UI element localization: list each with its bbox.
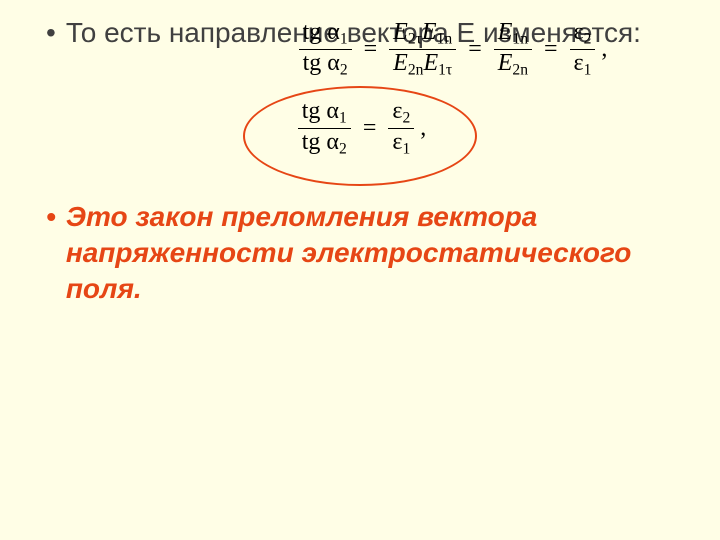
equals-icon: = xyxy=(544,36,558,63)
eq1-comma: , xyxy=(601,36,607,63)
bullet-2-text: Это закон преломления вектора напряженно… xyxy=(66,199,680,307)
equals-icon: = xyxy=(364,36,378,63)
eq2-rhs-num-sub: 2 xyxy=(402,110,410,127)
eq1-r1-den-a-sub: 2n xyxy=(408,62,424,79)
equation-2: tg α1 tg α2 = ε2 ε1 , xyxy=(40,98,680,159)
eq1-r3-num-sub: 2 xyxy=(584,31,592,48)
eq1-r1-den-b: E xyxy=(423,50,438,76)
eq1-r2-frac: E1n E2n xyxy=(494,19,532,80)
eq1-r2-num-sub: 1n xyxy=(512,31,528,48)
eq1-lhs-den-sub: 2 xyxy=(340,62,348,79)
eq2-rhs-frac: ε2 ε1 xyxy=(388,98,414,159)
equation-1-math: tg α1 tg α2 = E2τE1n E2nE1τ = E1n E2n = xyxy=(295,19,608,80)
eq1-r2-den: E xyxy=(498,50,513,76)
eq1-r3-num: ε xyxy=(574,19,584,45)
bullet-dot: • xyxy=(46,199,56,235)
eq2-comma: , xyxy=(420,115,426,142)
eq1-r2-den-sub: 2n xyxy=(512,62,528,79)
bullet-2: • Это закон преломления вектора напряжен… xyxy=(40,199,680,307)
eq1-lhs-num-sub: 1 xyxy=(340,31,348,48)
eq1-r1-num-a-sub: 2τ xyxy=(408,31,422,48)
eq1-r1-den-a: E xyxy=(393,50,408,76)
eq1-r1-frac: E2τE1n E2nE1τ xyxy=(389,19,456,80)
eq1-r3-frac: ε2 ε1 xyxy=(570,19,596,80)
bullet-dot: • xyxy=(46,15,56,51)
eq1-r1-den-b-sub: 1τ xyxy=(438,62,452,79)
equals-icon: = xyxy=(468,36,482,63)
eq2-rhs-num: ε xyxy=(392,98,402,124)
eq1-r1-num-b-sub: 1n xyxy=(437,31,453,48)
eq1-r1-num-b: E xyxy=(422,19,437,45)
eq1-r3-den: ε xyxy=(574,50,584,76)
equation-2-math: tg α1 tg α2 = ε2 ε1 , xyxy=(294,98,426,159)
slide: • То есть направление вектора Е изменяет… xyxy=(0,0,720,540)
eq2-lhs-den-sub: 2 xyxy=(339,141,347,158)
eq2-lhs-frac: tg α1 tg α2 xyxy=(298,98,351,159)
equals-icon: = xyxy=(363,115,377,142)
eq2-lhs-num-sub: 1 xyxy=(339,110,347,127)
eq2-rhs-den-sub: 1 xyxy=(402,141,410,158)
eq2-rhs-den: ε xyxy=(392,129,402,155)
eq1-r2-num: E xyxy=(498,19,513,45)
eq1-r3-den-sub: 1 xyxy=(584,62,592,79)
eq1-r1-num-a: E xyxy=(393,19,408,45)
eq2-lhs-num: tg α xyxy=(302,98,339,124)
eq1-lhs-num: tg α xyxy=(303,19,340,45)
eq1-lhs-frac: tg α1 tg α2 xyxy=(299,19,352,80)
eq2-lhs-den: tg α xyxy=(302,129,339,155)
eq1-lhs-den: tg α xyxy=(303,50,340,76)
